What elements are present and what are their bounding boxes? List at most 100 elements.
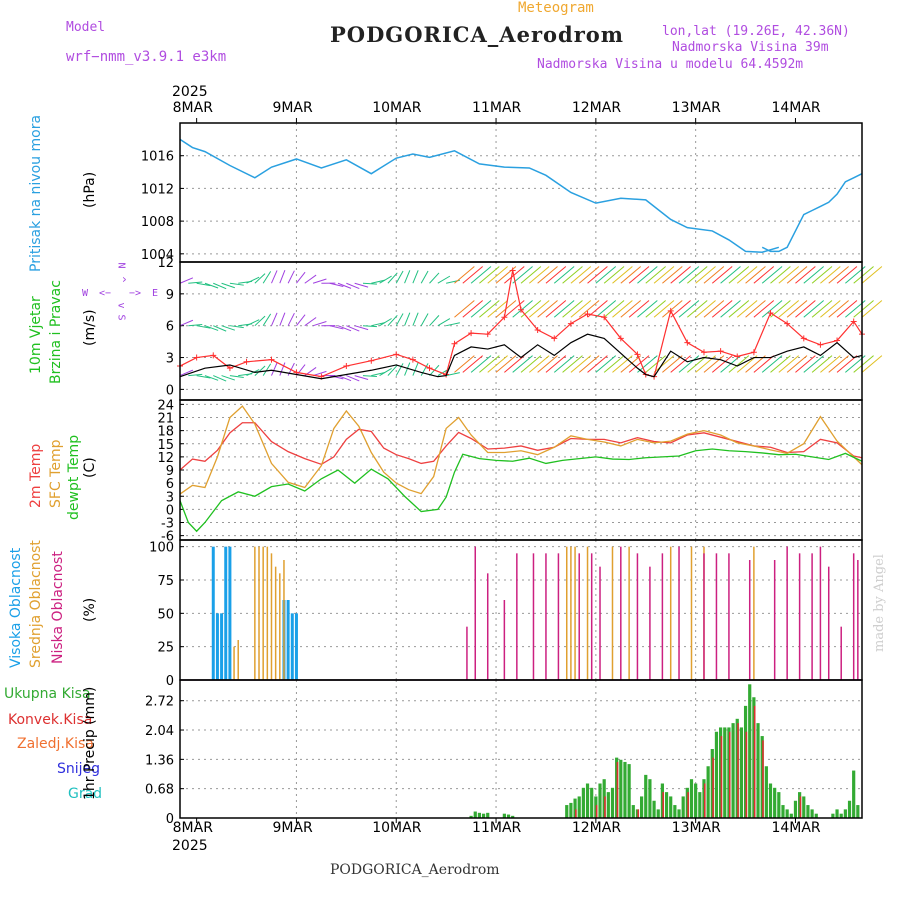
cloud-bar-2-2 (486, 573, 489, 680)
wind-arrow-85 (196, 325, 211, 329)
precip-bar-0-23 (627, 764, 631, 818)
temp-line-1 (179, 405, 863, 495)
wind-arrow-205 (504, 355, 525, 373)
precip-bar-1-7 (703, 783, 706, 818)
cloud-bar-2-20 (773, 560, 776, 680)
precip-bar-0-46 (723, 727, 727, 818)
cloud-bar-2-28 (857, 560, 859, 680)
wind-arrow-219 (620, 355, 642, 373)
wind-arrow-71 (770, 266, 791, 284)
precip-bar-1-15 (799, 796, 802, 818)
wind-arrow-151 (745, 300, 766, 318)
wind-arrow-175 (254, 365, 266, 376)
wind-arrow-153 (761, 300, 783, 318)
wind-arrow-46 (562, 266, 583, 284)
cloud-bar-0-8 (294, 613, 298, 680)
wind-arrow-171 (221, 375, 236, 381)
wind-arrow-184 (329, 375, 344, 380)
wind-arrow-240 (795, 355, 816, 373)
wind-arrow-129 (562, 300, 583, 318)
precip-bar-0-34 (673, 805, 677, 818)
wind-arrow-178 (279, 362, 286, 376)
cloud-bar-1-17 (690, 546, 693, 680)
wind-arrow-55 (637, 266, 658, 284)
wind-arrow-118 (470, 300, 492, 318)
y-tick-label-2-5: 9 (166, 464, 174, 479)
wind-arrow-133 (595, 300, 617, 318)
wind-arrow-119 (479, 300, 500, 318)
cloud-bar-2-13 (649, 566, 651, 680)
wind-arrow-235 (753, 355, 775, 373)
wind-arrow-213 (570, 355, 592, 373)
time-tick-top-6: 14MAR (771, 100, 821, 116)
wind-arrow-225 (670, 355, 691, 373)
cloud-bar-2-4 (516, 553, 518, 680)
wind-arrow-27 (404, 270, 411, 284)
precip-bar-0-76 (847, 800, 852, 818)
wind-arrow-66 (728, 266, 750, 284)
precip-bar-0-33 (669, 796, 673, 818)
wind-arrow-247 (853, 355, 874, 373)
wind-arrow-198 (446, 372, 460, 377)
precip-bar-0-59 (777, 792, 781, 818)
y-tick-label-2-7: 15 (157, 438, 174, 453)
wind-arrow-77 (820, 266, 841, 284)
cloud-bar-2-8 (578, 553, 580, 680)
wind-arrow-88 (221, 325, 236, 331)
wind-arrow-180 (296, 364, 306, 376)
wind-arrow-124 (520, 300, 542, 318)
wind-arrow-62 (695, 266, 716, 284)
cloud-bar-1-12 (574, 546, 576, 680)
wind-arrow-72 (778, 266, 800, 284)
wind-arrow-162 (836, 300, 858, 318)
wind-gust-point-12 (426, 365, 433, 372)
precip-bar-0-68 (814, 813, 818, 818)
wind-arrow-192 (395, 363, 404, 376)
wind-arrow-211 (553, 355, 575, 373)
cloud-bar-2-7 (557, 553, 560, 680)
wind-arrow-169 (204, 375, 219, 381)
wind-arrow-110 (404, 312, 411, 326)
precip-bar-0-18 (606, 792, 610, 818)
wind-arrow-117 (462, 300, 483, 318)
precip-bar-0-77 (852, 770, 856, 818)
wind-arrow-50 (595, 266, 617, 284)
wind-arrow-168 (196, 375, 211, 379)
wind-arrow-68 (745, 266, 766, 284)
cloud-bar-1-11 (570, 546, 572, 680)
wind-arrow-83 (179, 319, 194, 327)
wind-arrow-111 (412, 312, 419, 326)
wind-arrow-59 (670, 266, 691, 284)
precip-label-grad: Grad (68, 786, 103, 802)
wind-arrow-137 (628, 300, 650, 318)
precip-bar-0-14 (590, 787, 594, 818)
wind-gust-point-35 (767, 309, 774, 316)
wind-arrow-54 (628, 266, 650, 284)
wind-arrow-75 (803, 266, 824, 284)
wind-arrow-217 (603, 355, 625, 373)
cloud-bar-0-3 (224, 546, 228, 680)
wind-gust-point-2 (210, 352, 217, 359)
y-tick-label-2-0: -6 (161, 530, 174, 545)
wind-arrow-152 (753, 300, 775, 318)
cloud-bar-2-24 (819, 546, 822, 680)
wind-arrow-22 (362, 282, 377, 285)
model-name: wrf−nmm_v3.9.1 e3km (66, 49, 227, 65)
wind-arrow-229 (703, 355, 725, 373)
wind-arrow-82 (861, 266, 883, 284)
wind-arrow-31 (437, 275, 451, 284)
precip-bar-0-78 (856, 805, 860, 818)
wind-arrow-52 (612, 266, 633, 284)
wind-arrow-109 (395, 313, 404, 326)
precip-bar-1-1 (595, 805, 598, 818)
wind-arrow-242 (811, 355, 833, 373)
wind-arrow-51 (603, 266, 625, 284)
wind-arrow-172 (229, 375, 244, 379)
wind-arrow-91 (246, 319, 260, 327)
cloud-bar-2-11 (620, 546, 622, 680)
cloud-bar-2-6 (545, 553, 547, 680)
wind-arrow-174 (246, 369, 260, 377)
wind-arrow-36 (479, 266, 500, 284)
wind-arrow-226 (678, 355, 700, 373)
wind-arrow-122 (504, 300, 525, 318)
